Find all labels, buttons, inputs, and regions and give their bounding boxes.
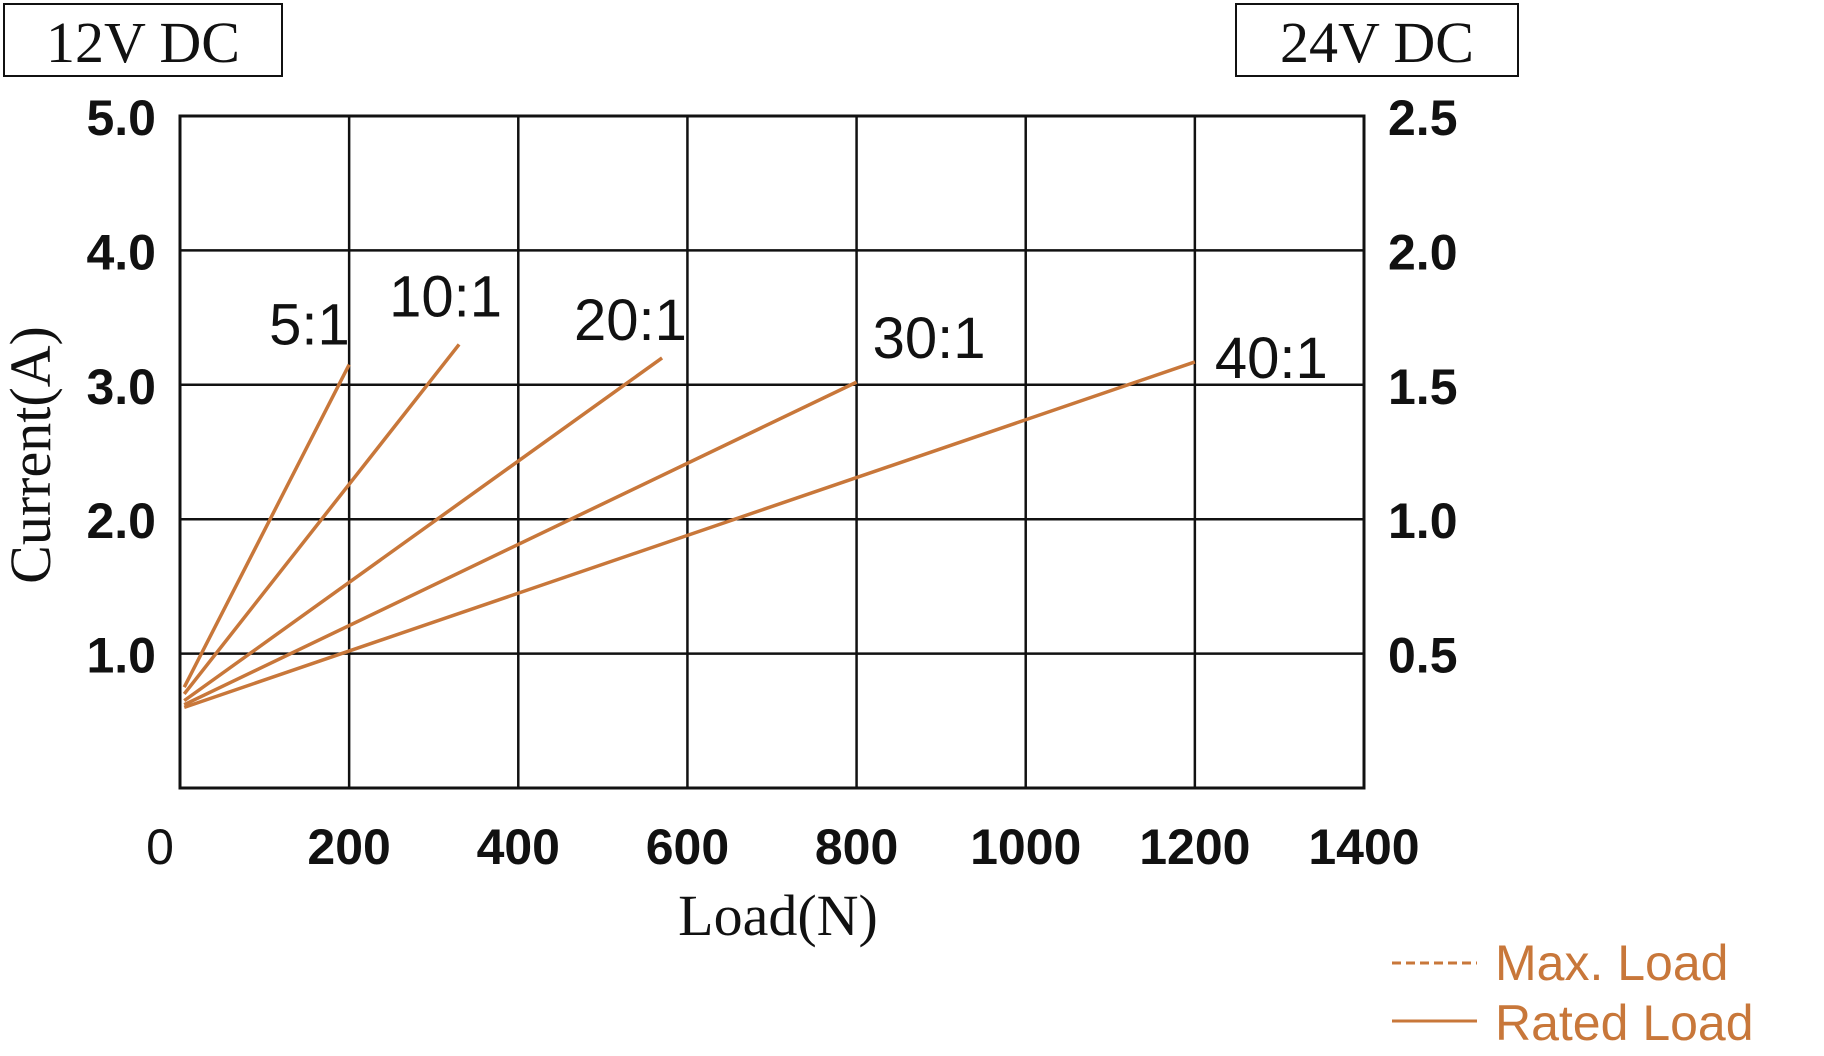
y-tick-label: 2.0 — [86, 493, 156, 549]
legend-label-max-load: Max. Load — [1495, 935, 1728, 991]
y-tick-label: 4.0 — [86, 224, 156, 280]
right-voltage-label: 24V DC — [1280, 10, 1474, 75]
series-label: 10:1 — [389, 264, 502, 329]
y-tick-label: 5.0 — [86, 90, 156, 146]
series-line — [183, 360, 1196, 710]
series-line — [182, 343, 461, 696]
series-label: 30:1 — [873, 306, 986, 371]
y-tick-label: 3.0 — [86, 359, 156, 415]
x-tick-label: 1200 — [1139, 819, 1250, 875]
right-voltage-box — [1235, 3, 1519, 77]
series-lines: 5:1 10:1 20:1 30:1 40:1 — [182, 264, 1328, 710]
x-tick-label: 400 — [477, 819, 560, 875]
y2-tick-label: 2.5 — [1388, 90, 1458, 146]
x-tick-label: 0 — [146, 819, 174, 875]
left-voltage-box — [3, 3, 283, 77]
series-label: 20:1 — [574, 288, 687, 353]
y2-tick-label: 1.5 — [1388, 359, 1458, 415]
series-label: 40:1 — [1215, 326, 1328, 391]
x-tick-label: 1000 — [970, 819, 1081, 875]
y-tick-label: 1.0 — [86, 628, 156, 684]
series-line — [183, 356, 664, 703]
x-axis-title: Load(N) — [678, 883, 878, 948]
tick-labels: 0 200 400 600 800 1000 1200 1400 1.0 2.0 3.0 4.0 5.0… — [86, 90, 1457, 875]
plot-frame — [178, 114, 1366, 790]
y2-tick-label: 2.0 — [1388, 224, 1458, 280]
series-line — [183, 380, 858, 707]
x-tick-label: 1400 — [1308, 819, 1419, 875]
y2-tick-label: 0.5 — [1388, 628, 1458, 684]
series-line — [182, 363, 351, 688]
legend-label-rated-load: Rated Load — [1495, 995, 1754, 1051]
x-tick-label: 200 — [307, 819, 390, 875]
series-label: 5:1 — [269, 293, 350, 358]
x-tick-label: 600 — [646, 819, 729, 875]
legend: Max. Load Rated Load — [1392, 935, 1754, 1051]
y-axis-title: Current(A) — [0, 326, 63, 584]
chart-grid — [178, 114, 1366, 790]
x-tick-label: 800 — [815, 819, 898, 875]
y2-tick-label: 1.0 — [1388, 493, 1458, 549]
left-voltage-label: 12V DC — [46, 10, 240, 75]
